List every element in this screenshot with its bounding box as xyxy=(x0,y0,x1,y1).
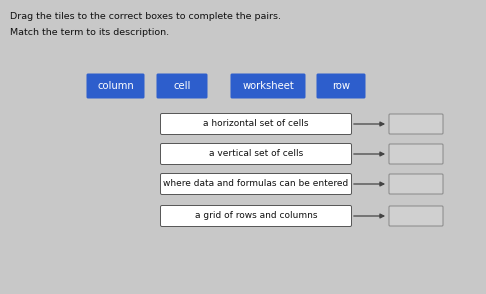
FancyBboxPatch shape xyxy=(389,144,443,164)
FancyBboxPatch shape xyxy=(389,206,443,226)
FancyBboxPatch shape xyxy=(156,74,208,98)
Text: column: column xyxy=(97,81,134,91)
Text: row: row xyxy=(332,81,350,91)
Text: where data and formulas can be entered: where data and formulas can be entered xyxy=(163,180,348,188)
Text: cell: cell xyxy=(174,81,191,91)
Text: a vertical set of cells: a vertical set of cells xyxy=(209,150,303,158)
Text: Match the term to its description.: Match the term to its description. xyxy=(10,28,169,37)
FancyBboxPatch shape xyxy=(160,143,351,165)
FancyBboxPatch shape xyxy=(160,113,351,134)
Text: worksheet: worksheet xyxy=(242,81,294,91)
Text: a grid of rows and columns: a grid of rows and columns xyxy=(195,211,317,220)
Text: Drag the tiles to the correct boxes to complete the pairs.: Drag the tiles to the correct boxes to c… xyxy=(10,12,281,21)
FancyBboxPatch shape xyxy=(87,74,144,98)
Text: a horizontal set of cells: a horizontal set of cells xyxy=(203,119,309,128)
FancyBboxPatch shape xyxy=(160,173,351,195)
FancyBboxPatch shape xyxy=(389,174,443,194)
FancyBboxPatch shape xyxy=(389,114,443,134)
FancyBboxPatch shape xyxy=(230,74,306,98)
FancyBboxPatch shape xyxy=(316,74,365,98)
FancyBboxPatch shape xyxy=(160,206,351,226)
